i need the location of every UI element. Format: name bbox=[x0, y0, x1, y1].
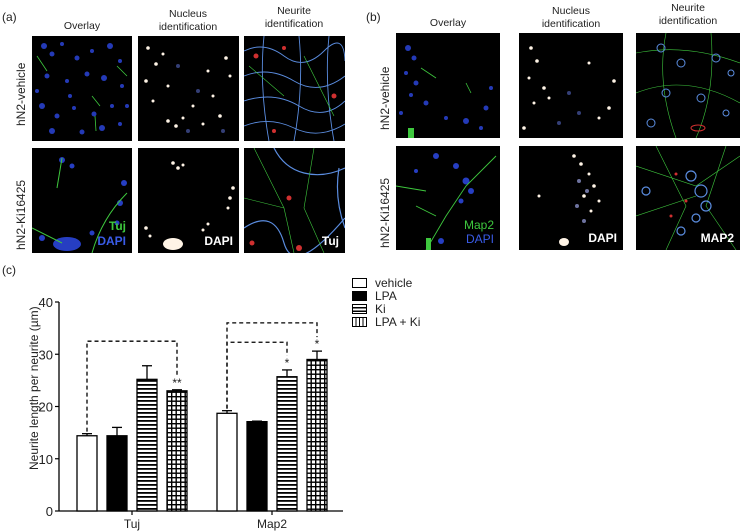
bar-ki-tuj bbox=[136, 378, 158, 512]
bar-ki-map2 bbox=[276, 376, 298, 512]
y-tick-label: 10 bbox=[39, 452, 53, 467]
y-tick-label: 40 bbox=[39, 295, 53, 310]
panel-b-label: (b) bbox=[366, 10, 381, 24]
micrograph-a-ki-neurite: Tuj bbox=[244, 148, 345, 253]
panel-a-row-vehicle: hN2-vehicle bbox=[14, 62, 28, 126]
chart-legend: vehicle LPA Ki LPA + Ki bbox=[352, 275, 421, 329]
micrograph-b-ki-overlay: Map2 DAPI bbox=[396, 146, 500, 250]
bar-vehicle-map2 bbox=[216, 412, 238, 512]
bar-lpa-map2 bbox=[246, 421, 268, 512]
micrograph-b-ki-neurite: MAP2 bbox=[636, 146, 740, 250]
legend-label: LPA + Ki bbox=[375, 314, 421, 329]
significance-marker: * bbox=[285, 356, 290, 370]
stain-label-dapi: DAPI bbox=[97, 234, 126, 248]
panel-a-col-nucleus: Nucleus identification bbox=[158, 8, 218, 33]
legend-swatch-black bbox=[352, 290, 367, 301]
x-tick-label: Map2 bbox=[257, 517, 287, 531]
stain-label-tuj: Tuj bbox=[108, 219, 126, 233]
panel-b-col-overlay: Overlay bbox=[429, 17, 467, 29]
panel-a-label: (a) bbox=[2, 10, 17, 24]
significance-marker: ** bbox=[172, 376, 182, 390]
legend-item-ki: Ki bbox=[352, 301, 420, 316]
legend-item-lpa: LPA bbox=[352, 288, 420, 303]
y-tick-label: 20 bbox=[39, 400, 53, 415]
y-tick-label: 30 bbox=[39, 347, 53, 362]
micrograph-b-vehicle-overlay bbox=[396, 33, 500, 138]
significance-marker: * bbox=[315, 337, 320, 351]
significance-bracket bbox=[226, 341, 288, 409]
legend-item-lpa-ki: LPA + Ki bbox=[352, 314, 421, 329]
legend-item-vehicle: vehicle bbox=[352, 275, 420, 290]
legend-label: Ki bbox=[375, 301, 386, 316]
x-tick-label: Tuj bbox=[124, 517, 140, 531]
stain-label-dapi-nucleus: DAPI bbox=[204, 234, 233, 248]
legend-swatch-grid bbox=[352, 316, 367, 327]
significance-bracket bbox=[226, 322, 318, 409]
legend-swatch-stripes bbox=[352, 303, 367, 314]
significance-bracket bbox=[86, 340, 178, 432]
stain-label-tuj-neurite: Tuj bbox=[321, 234, 339, 248]
panel-b-row-vehicle: hN2-vehicle bbox=[378, 66, 392, 130]
stain-label-dapi-nucleus-b: DAPI bbox=[588, 231, 617, 245]
legend-label: vehicle bbox=[375, 275, 413, 290]
y-tick-label: 0 bbox=[46, 504, 53, 519]
micrograph-a-vehicle-nucleus bbox=[138, 36, 239, 141]
legend-swatch-white bbox=[352, 277, 367, 288]
micrograph-b-vehicle-nucleus bbox=[519, 33, 623, 138]
micrograph-a-vehicle-neurite bbox=[244, 36, 345, 141]
panel-a-col-neurite: Neurite identification bbox=[264, 5, 324, 30]
micrograph-b-vehicle-neurite bbox=[636, 33, 740, 138]
bar-lpaki-map2 bbox=[306, 358, 328, 512]
micrograph-a-vehicle-overlay bbox=[32, 36, 132, 141]
panel-a-row-ki16425: hN2-Ki16425 bbox=[14, 179, 28, 250]
panel-a-col-overlay: Overlay bbox=[63, 20, 101, 32]
stain-label-map2: Map2 bbox=[463, 218, 494, 232]
bar-lpaki-tuj bbox=[166, 390, 188, 512]
stain-label-map2-neurite: MAP2 bbox=[700, 231, 734, 245]
panel-c-label: (c) bbox=[2, 263, 16, 277]
micrograph-b-ki-nucleus: DAPI bbox=[519, 146, 623, 250]
panel-b-col-neurite: Neurite identification bbox=[658, 2, 718, 27]
legend-label: LPA bbox=[375, 288, 397, 303]
panel-b-col-nucleus: Nucleus identification bbox=[541, 5, 601, 30]
bar-lpa-tuj bbox=[106, 435, 128, 512]
panel-b-row-ki16425: hN2-Ki16425 bbox=[378, 177, 392, 248]
micrograph-a-ki-overlay: Tuj DAPI bbox=[32, 148, 132, 253]
micrograph-a-ki-nucleus: DAPI bbox=[138, 148, 239, 253]
bar-vehicle-tuj bbox=[76, 435, 98, 512]
stain-label-dapi-b: DAPI bbox=[465, 232, 494, 246]
